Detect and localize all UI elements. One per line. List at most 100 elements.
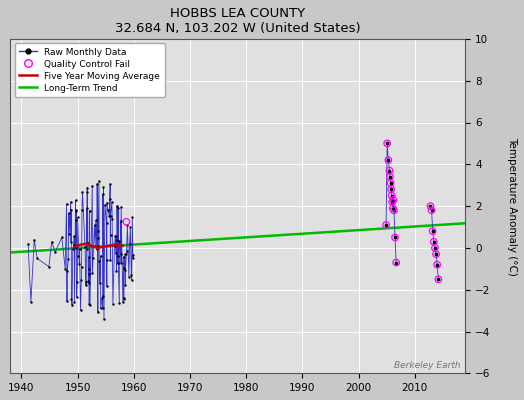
Point bbox=[105, 196, 114, 202]
Point bbox=[92, 217, 100, 224]
Point bbox=[386, 174, 394, 180]
Point bbox=[433, 262, 441, 268]
Point bbox=[93, 246, 101, 253]
Point bbox=[73, 253, 82, 259]
Point bbox=[387, 186, 395, 192]
Point bbox=[428, 207, 436, 214]
Point bbox=[108, 199, 116, 205]
Point bbox=[392, 259, 400, 266]
Point bbox=[95, 280, 104, 286]
Point bbox=[95, 178, 103, 185]
Point bbox=[72, 217, 80, 224]
Point bbox=[99, 190, 107, 197]
Point bbox=[63, 298, 71, 304]
Legend: Raw Monthly Data, Quality Control Fail, Five Year Moving Average, Long-Term Tren: Raw Monthly Data, Quality Control Fail, … bbox=[15, 44, 165, 97]
Point bbox=[61, 266, 69, 272]
Point bbox=[390, 207, 398, 214]
Point bbox=[103, 257, 111, 264]
Point bbox=[65, 230, 73, 237]
Point bbox=[96, 305, 105, 312]
Point bbox=[387, 186, 395, 192]
Point bbox=[430, 238, 438, 245]
Point bbox=[428, 207, 436, 214]
Point bbox=[27, 299, 35, 306]
Point bbox=[120, 265, 128, 272]
Point bbox=[112, 250, 120, 256]
Point bbox=[101, 202, 109, 208]
Point bbox=[103, 199, 111, 206]
Point bbox=[81, 244, 89, 250]
Point bbox=[99, 184, 107, 191]
Point bbox=[117, 259, 125, 266]
Point bbox=[112, 268, 121, 274]
Point bbox=[426, 203, 434, 209]
Point bbox=[96, 252, 105, 259]
Point bbox=[85, 254, 93, 260]
Point bbox=[121, 282, 129, 288]
Point bbox=[94, 309, 102, 316]
Point bbox=[433, 262, 441, 268]
Point bbox=[99, 305, 107, 311]
Point bbox=[83, 184, 92, 191]
Point bbox=[82, 279, 91, 286]
Point bbox=[434, 276, 442, 282]
Point bbox=[382, 222, 390, 228]
Point bbox=[118, 299, 127, 306]
Point bbox=[121, 267, 129, 274]
Point bbox=[94, 234, 102, 241]
Point bbox=[93, 242, 102, 249]
Point bbox=[69, 246, 77, 252]
Point bbox=[105, 212, 114, 219]
Point bbox=[102, 220, 111, 226]
Point bbox=[383, 140, 391, 147]
Point bbox=[85, 266, 94, 272]
Point bbox=[45, 264, 53, 270]
Point bbox=[386, 180, 395, 186]
Point bbox=[390, 207, 398, 214]
Point bbox=[117, 204, 125, 210]
Point bbox=[391, 234, 399, 241]
Point bbox=[119, 296, 128, 302]
Point bbox=[389, 197, 398, 203]
Point bbox=[84, 240, 92, 247]
Point bbox=[99, 293, 107, 300]
Point bbox=[119, 254, 128, 260]
Point bbox=[434, 276, 442, 282]
Title: HOBBS LEA COUNTY
32.684 N, 103.202 W (United States): HOBBS LEA COUNTY 32.684 N, 103.202 W (Un… bbox=[115, 7, 361, 35]
Point bbox=[106, 181, 114, 187]
Point bbox=[72, 207, 80, 214]
Point bbox=[129, 252, 137, 258]
Point bbox=[432, 251, 440, 257]
Point bbox=[391, 234, 399, 241]
Point bbox=[88, 270, 96, 276]
Y-axis label: Temperature Anomaly (°C): Temperature Anomaly (°C) bbox=[507, 137, 517, 276]
Point bbox=[91, 243, 100, 249]
Point bbox=[108, 300, 117, 307]
Point bbox=[123, 248, 131, 254]
Point bbox=[67, 238, 75, 245]
Point bbox=[94, 227, 102, 234]
Point bbox=[382, 222, 390, 228]
Point bbox=[125, 241, 134, 248]
Point bbox=[123, 222, 132, 228]
Point bbox=[384, 157, 392, 163]
Point bbox=[72, 245, 80, 251]
Point bbox=[98, 294, 106, 301]
Point bbox=[75, 246, 84, 252]
Point bbox=[88, 183, 96, 190]
Point bbox=[83, 245, 91, 252]
Point bbox=[128, 255, 137, 261]
Point bbox=[75, 261, 83, 267]
Point bbox=[122, 218, 130, 225]
Point bbox=[73, 278, 81, 285]
Point bbox=[70, 299, 79, 305]
Point bbox=[95, 258, 103, 264]
Point bbox=[106, 257, 115, 263]
Point bbox=[58, 234, 66, 241]
Point bbox=[86, 302, 94, 308]
Point bbox=[84, 278, 93, 285]
Point bbox=[85, 300, 93, 307]
Point bbox=[106, 232, 115, 238]
Point bbox=[90, 222, 99, 228]
Point bbox=[115, 238, 124, 244]
